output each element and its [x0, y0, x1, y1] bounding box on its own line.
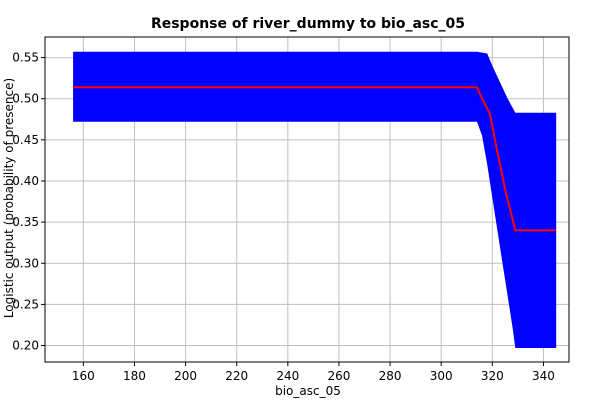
- x-tick-label: 300: [430, 369, 453, 383]
- x-tick-label: 320: [481, 369, 504, 383]
- y-tick-label: 0.25: [12, 297, 39, 311]
- mean-response-line: [73, 86, 557, 232]
- x-tick-label: 260: [327, 369, 350, 383]
- x-axis-ticks: 160 180 200 220 240 260 280 300 320 340: [72, 362, 555, 383]
- x-tick-label: 200: [174, 369, 197, 383]
- y-tick-label: 0.50: [12, 92, 39, 106]
- confidence-band: [73, 51, 557, 349]
- y-tick-label: 0.20: [12, 339, 39, 353]
- chart-title: Response of river_dummy to bio_asc_05: [151, 16, 465, 32]
- x-tick-label: 280: [379, 369, 402, 383]
- y-tick-label: 0.55: [12, 51, 39, 65]
- y-tick-label: 0.30: [12, 256, 39, 270]
- x-tick-label: 180: [123, 369, 146, 383]
- x-tick-label: 220: [225, 369, 248, 383]
- x-axis-label: bio_asc_05: [275, 384, 341, 398]
- y-axis-ticks: 0.20 0.25 0.30 0.35 0.40 0.45 0.50 0.55: [12, 51, 45, 353]
- x-tick-label: 340: [532, 369, 555, 383]
- y-tick-label: 0.40: [12, 174, 39, 188]
- y-axis-label: Logistic output (probability of presence…: [2, 78, 16, 318]
- y-tick-label: 0.35: [12, 215, 39, 229]
- y-tick-label: 0.45: [12, 133, 39, 147]
- x-tick-label: 240: [276, 369, 299, 383]
- x-tick-label: 160: [72, 369, 95, 383]
- plot-frame: [44, 36, 570, 363]
